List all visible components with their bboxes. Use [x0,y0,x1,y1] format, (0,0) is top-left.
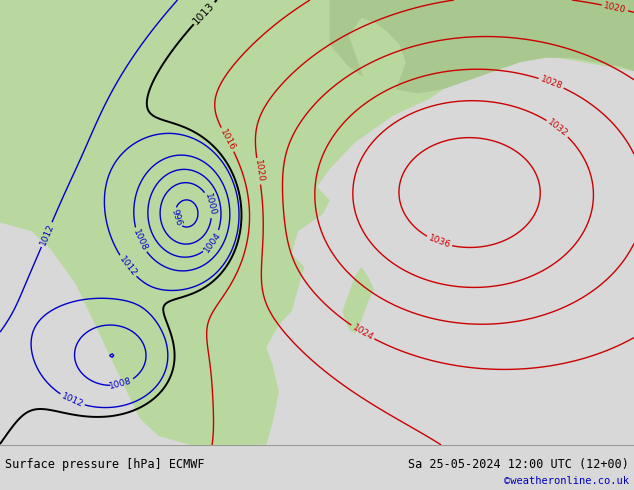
Text: 1004: 1004 [202,230,223,254]
Text: 1020: 1020 [603,1,627,15]
Text: 1012: 1012 [38,222,55,247]
Text: Sa 25-05-2024 12:00 UTC (12+00): Sa 25-05-2024 12:00 UTC (12+00) [408,458,629,471]
Text: 996: 996 [169,208,183,227]
Text: Surface pressure [hPa] ECMWF: Surface pressure [hPa] ECMWF [5,458,205,471]
Text: 1036: 1036 [427,234,451,250]
Text: 1008: 1008 [131,228,149,252]
Polygon shape [330,0,634,94]
Text: 1032: 1032 [546,118,569,139]
Text: 1012: 1012 [60,392,84,409]
Text: 1024: 1024 [351,322,375,342]
Text: 1016: 1016 [218,127,237,152]
Text: 1008: 1008 [108,377,133,392]
Polygon shape [190,383,273,445]
Polygon shape [342,267,374,334]
Polygon shape [349,18,406,107]
Text: 1028: 1028 [539,74,564,91]
Polygon shape [0,0,634,445]
Text: 1000: 1000 [203,193,217,217]
Text: 1013: 1013 [191,0,217,26]
Text: 1020: 1020 [252,159,265,183]
Text: 1012: 1012 [117,254,138,278]
Polygon shape [260,102,285,143]
Text: ©weatheronline.co.uk: ©weatheronline.co.uk [504,476,629,486]
